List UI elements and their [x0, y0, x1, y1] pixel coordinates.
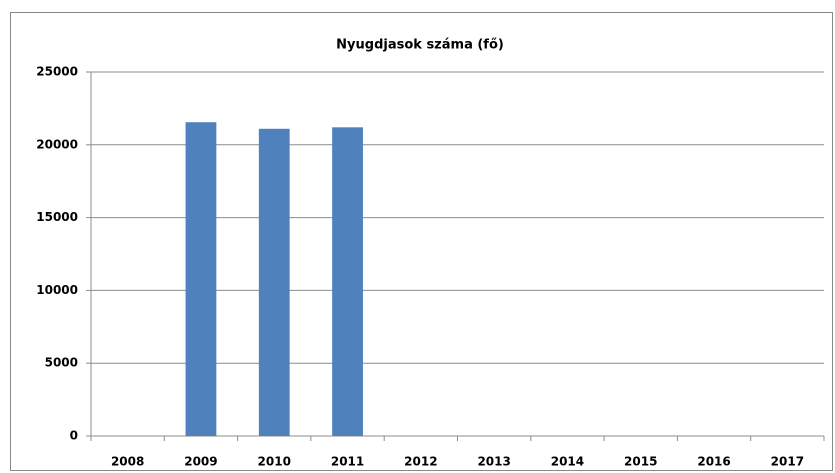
- x-tick-label: 2014: [551, 455, 584, 469]
- y-tick-label: 20000: [36, 137, 78, 151]
- y-tick-label: 10000: [36, 283, 78, 297]
- x-tick-label: 2010: [258, 455, 291, 469]
- x-tick-label: 2008: [111, 455, 144, 469]
- x-tick-label: 2011: [331, 455, 364, 469]
- chart-frame: [10, 12, 833, 471]
- x-tick-label: 2009: [184, 455, 217, 469]
- y-tick-label: 25000: [36, 65, 78, 79]
- y-tick-label: 0: [70, 429, 78, 443]
- x-tick-label: 2017: [771, 455, 804, 469]
- y-tick-label: 5000: [45, 356, 78, 370]
- x-tick-label: 2016: [697, 455, 730, 469]
- x-tick-label: 2012: [404, 455, 437, 469]
- y-tick-label: 15000: [36, 210, 78, 224]
- bar: [185, 122, 217, 437]
- bar: [332, 127, 363, 436]
- x-tick-label: 2013: [477, 455, 510, 469]
- x-tick-label: 2015: [624, 455, 657, 469]
- bar: [258, 128, 290, 436]
- chart-title: Nyugdjasok száma (fő): [336, 38, 504, 53]
